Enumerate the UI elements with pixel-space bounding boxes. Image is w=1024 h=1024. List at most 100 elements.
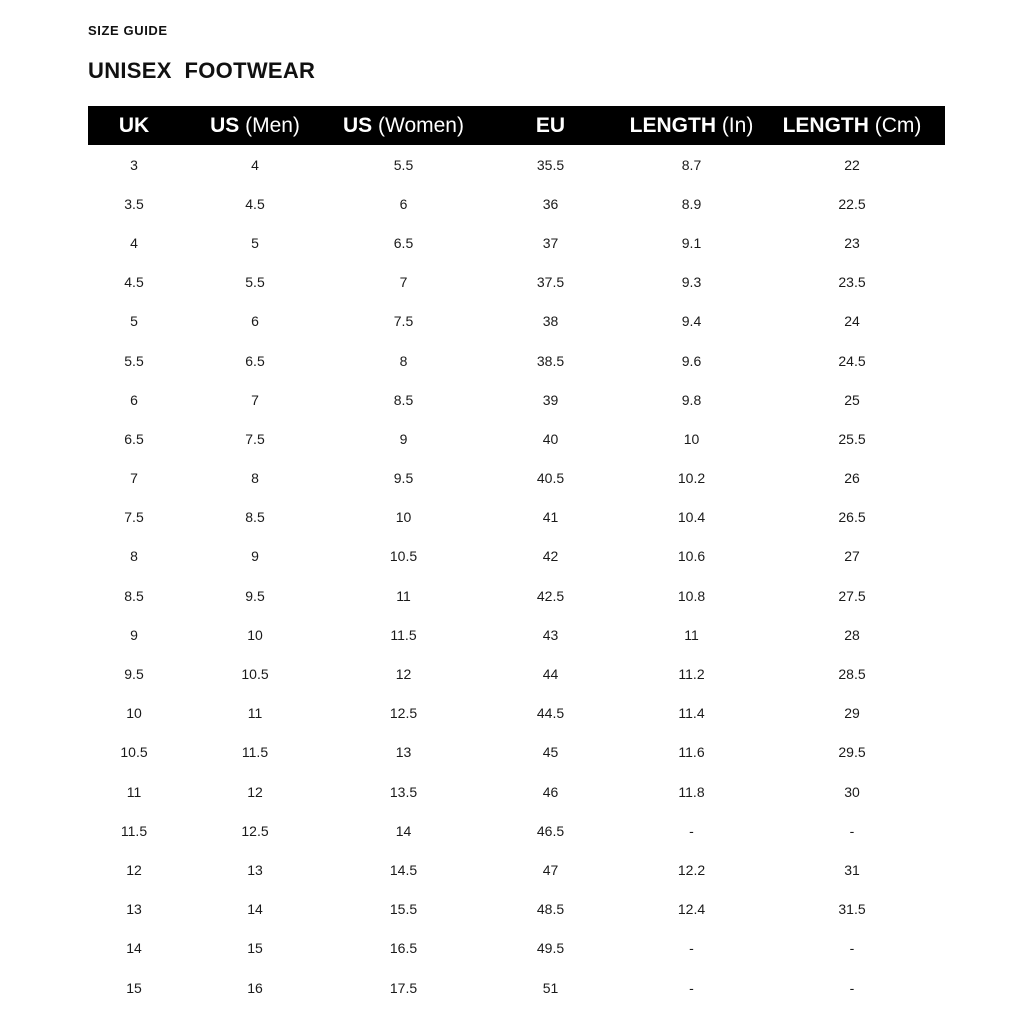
cell-uk: 14 — [126, 940, 142, 957]
table-row: 8.5 9.5 11 42.5 10.8 27.5 — [88, 576, 945, 615]
cell-eu: 46.5 — [536, 822, 565, 839]
cell-uk: 7 — [130, 470, 138, 487]
cell-uk: 6.5 — [124, 430, 144, 447]
cell-eu: 47 — [542, 861, 559, 878]
column-header-us_women: US (Women) — [330, 106, 477, 145]
cell-us_women: 6 — [399, 195, 408, 212]
cell-length_in: 9.1 — [681, 234, 702, 251]
table-row: 4.5 5.5 7 37.5 9.3 23.5 — [88, 263, 945, 302]
cell-us_women: 8 — [399, 352, 408, 369]
cell-length_cm: 23 — [844, 234, 860, 251]
cell-us_men: 10.5 — [241, 666, 269, 683]
cell-us_men: 5.5 — [245, 274, 265, 291]
cell-length_cm: 23.5 — [838, 274, 866, 291]
cell-us_men: 14 — [247, 901, 263, 918]
cell-uk: 3 — [130, 156, 138, 173]
table-row: 7 8 9.5 40.5 10.2 26 — [88, 459, 945, 498]
table-row: 11.5 12.5 14 46.5 - - — [88, 811, 945, 850]
cell-uk: 9.5 — [124, 666, 144, 683]
cell-us_men: 7 — [251, 391, 259, 408]
cell-uk: 7.5 — [124, 509, 144, 526]
cell-uk: 11.5 — [120, 822, 148, 839]
cell-eu: 44 — [542, 666, 559, 683]
column-header-eu: EU — [477, 106, 624, 145]
cell-us_men: 4.5 — [245, 195, 265, 212]
table-row: 5.5 6.5 8 38.5 9.6 24.5 — [88, 341, 945, 380]
table-row: 9.5 10.5 12 44 11.2 28.5 — [88, 654, 945, 693]
cell-us_men: 12 — [247, 783, 263, 800]
cell-length_in: 11.2 — [678, 666, 705, 683]
cell-length_cm: 25 — [844, 391, 860, 408]
eyebrow-label: SIZE GUIDE — [88, 23, 168, 38]
cell-length_in: 10 — [683, 430, 700, 447]
cell-length_cm: 29 — [844, 705, 860, 722]
cell-uk: 10.5 — [120, 744, 148, 761]
cell-length_in: 9.8 — [681, 391, 702, 408]
table-row: 3 4 5.5 35.5 8.7 22 — [88, 145, 945, 184]
cell-length_cm: 26.5 — [838, 509, 866, 526]
cell-us_men: 6.5 — [245, 352, 265, 369]
cell-us_women: 9 — [399, 430, 408, 447]
cell-us_women: 7.5 — [393, 313, 414, 330]
cell-length_cm: - — [849, 940, 855, 957]
cell-us_men: 4 — [251, 156, 259, 173]
column-header-unit: (Cm) — [868, 113, 922, 137]
cell-eu: 45 — [542, 744, 559, 761]
column-header-label: US — [210, 113, 240, 137]
cell-length_cm: 27 — [844, 548, 860, 565]
table-row: 10.5 11.5 13 45 11.6 29.5 — [88, 733, 945, 772]
table-row: 6.5 7.5 9 40 10 25.5 — [88, 419, 945, 458]
table-body: 3 4 5.5 35.5 8.7 22 3.5 4.5 6 36 8.9 22.5 4 5 6.5 37 9.1… — [88, 145, 945, 1007]
column-header-length_in: LENGTH (In) — [624, 106, 759, 145]
cell-us_women: 13.5 — [389, 783, 418, 800]
cell-us_women: 5.5 — [393, 156, 414, 173]
cell-us_women: 7 — [399, 274, 408, 291]
cell-eu: 44.5 — [536, 705, 565, 722]
cell-uk: 5 — [130, 313, 138, 330]
cell-length_in: 10.4 — [677, 509, 706, 526]
cell-eu: 41 — [542, 509, 559, 526]
cell-eu: 39 — [542, 391, 559, 408]
column-header-unit: (In) — [715, 113, 754, 137]
cell-us_women: 14.5 — [389, 861, 418, 878]
cell-uk: 3.5 — [124, 195, 144, 212]
cell-eu: 42 — [542, 548, 559, 565]
cell-us_men: 13 — [247, 861, 263, 878]
cell-uk: 8.5 — [124, 587, 144, 604]
cell-us_women: 16.5 — [389, 940, 418, 957]
cell-length_cm: 27.5 — [838, 587, 866, 604]
cell-length_cm: - — [849, 822, 855, 839]
table-row: 9 10 11.5 43 11 28 — [88, 615, 945, 654]
cell-us_women: 17.5 — [389, 979, 418, 996]
cell-length_cm: 30 — [844, 783, 860, 800]
cell-length_in: 9.6 — [681, 352, 702, 369]
cell-uk: 5.5 — [124, 352, 144, 369]
cell-length_cm: 28.5 — [838, 666, 866, 683]
cell-uk: 10 — [126, 705, 142, 722]
cell-us_men: 5 — [251, 234, 259, 251]
cell-length_in: 12.4 — [677, 901, 706, 918]
cell-length_in: 10.8 — [677, 587, 706, 604]
cell-us_men: 10 — [247, 626, 263, 643]
cell-us_men: 16 — [247, 979, 263, 996]
cell-length_in: 11.6 — [678, 744, 705, 761]
cell-us_men: 12.5 — [241, 822, 269, 839]
cell-uk: 15 — [126, 979, 142, 996]
column-header-label: EU — [535, 113, 566, 137]
cell-us_women: 12 — [395, 666, 412, 683]
cell-eu: 37.5 — [536, 274, 565, 291]
cell-length_cm: 24.5 — [838, 352, 866, 369]
cell-length_in: 8.7 — [681, 156, 702, 173]
table-row: 8 9 10.5 42 10.6 27 — [88, 537, 945, 576]
cell-eu: 38 — [542, 313, 559, 330]
column-header-label: LENGTH — [782, 113, 869, 137]
cell-us_men: 7.5 — [245, 430, 265, 447]
table-row: 12 13 14.5 47 12.2 31 — [88, 850, 945, 889]
cell-eu: 43 — [542, 626, 559, 643]
cell-length_cm: 22 — [844, 156, 860, 173]
cell-us_women: 12.5 — [389, 705, 418, 722]
table-row: 6 7 8.5 39 9.8 25 — [88, 380, 945, 419]
cell-length_in: - — [689, 822, 694, 839]
cell-length_cm: 26 — [844, 470, 860, 487]
